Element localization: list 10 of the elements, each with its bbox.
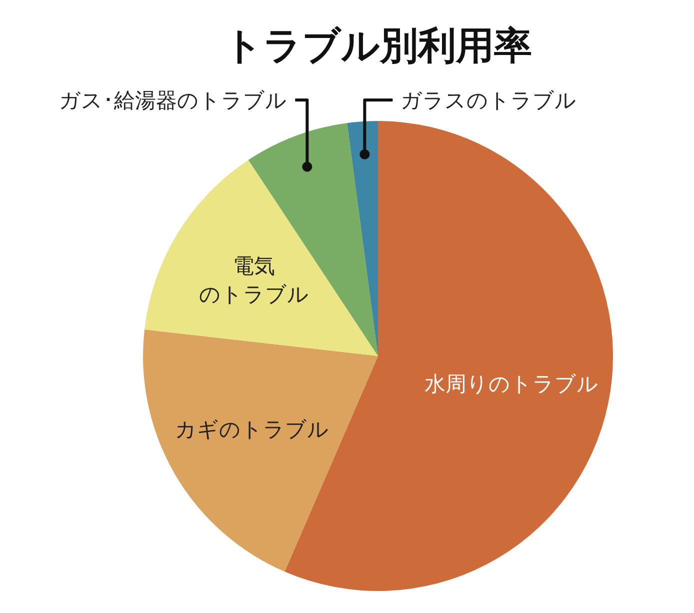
slice-label: カギのトラブル: [174, 417, 329, 442]
slice-label: 水周りのトラブル: [424, 372, 598, 396]
chart-title: トラブル別利用率: [224, 23, 532, 68]
pie-slice: [347, 121, 378, 356]
pie-slice: [143, 329, 378, 572]
pie-slice: [284, 121, 613, 591]
slice-label: ガラスのトラブル: [400, 88, 577, 112]
pie-slice: [144, 160, 378, 356]
slice-label: ガス･給湯器のトラブル: [59, 88, 288, 112]
slice-label: 電気のトラブル: [198, 254, 309, 306]
